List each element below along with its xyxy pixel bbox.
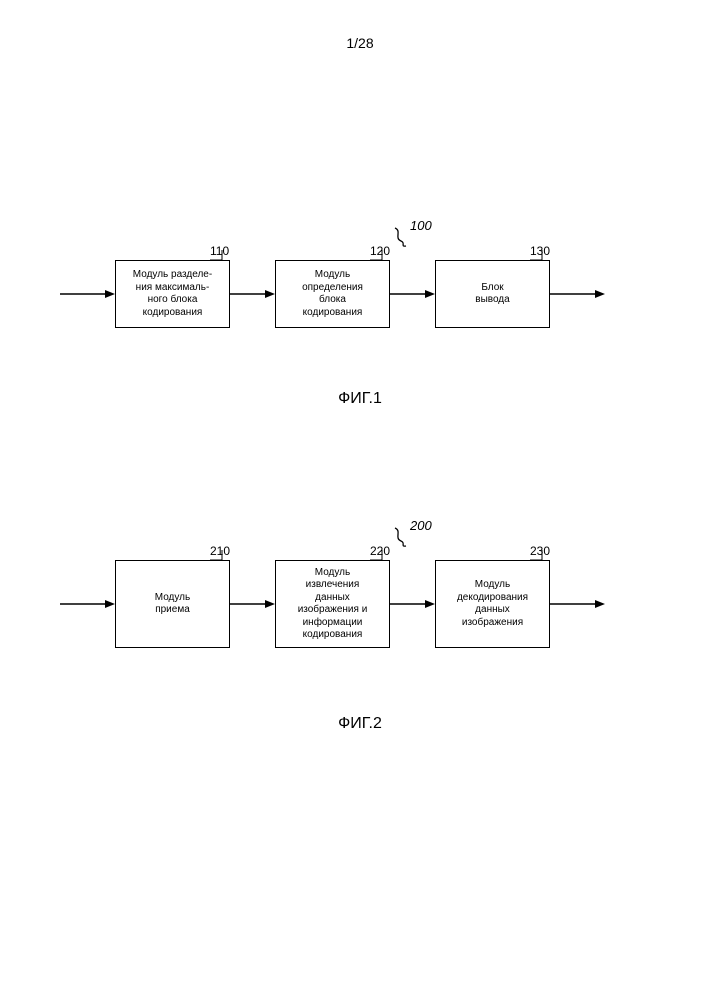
fig2-caption: ФИГ.2 xyxy=(0,715,720,733)
block-number: 120 xyxy=(370,244,390,258)
figure-ref: 200 xyxy=(410,518,432,533)
block-number: 110 xyxy=(210,244,229,258)
block-number: 220 xyxy=(370,544,390,558)
fig2-diagram: Модульприема210Модульизвлеченияданныхизо… xyxy=(0,560,720,688)
block-number: 210 xyxy=(210,544,230,558)
block-number: 130 xyxy=(530,244,550,258)
block-number: 230 xyxy=(530,544,550,558)
fig1-diagram: Модуль разделе-ния максималь-ного блокак… xyxy=(0,260,720,368)
figure-ref: 100 xyxy=(410,218,432,233)
arrow xyxy=(0,260,720,368)
page: 1/28 Модуль разделе-ния максималь-ного б… xyxy=(0,0,720,999)
arrow xyxy=(0,560,720,688)
fig1-caption: ФИГ.1 xyxy=(0,390,720,408)
page-number: 1/28 xyxy=(0,35,720,51)
